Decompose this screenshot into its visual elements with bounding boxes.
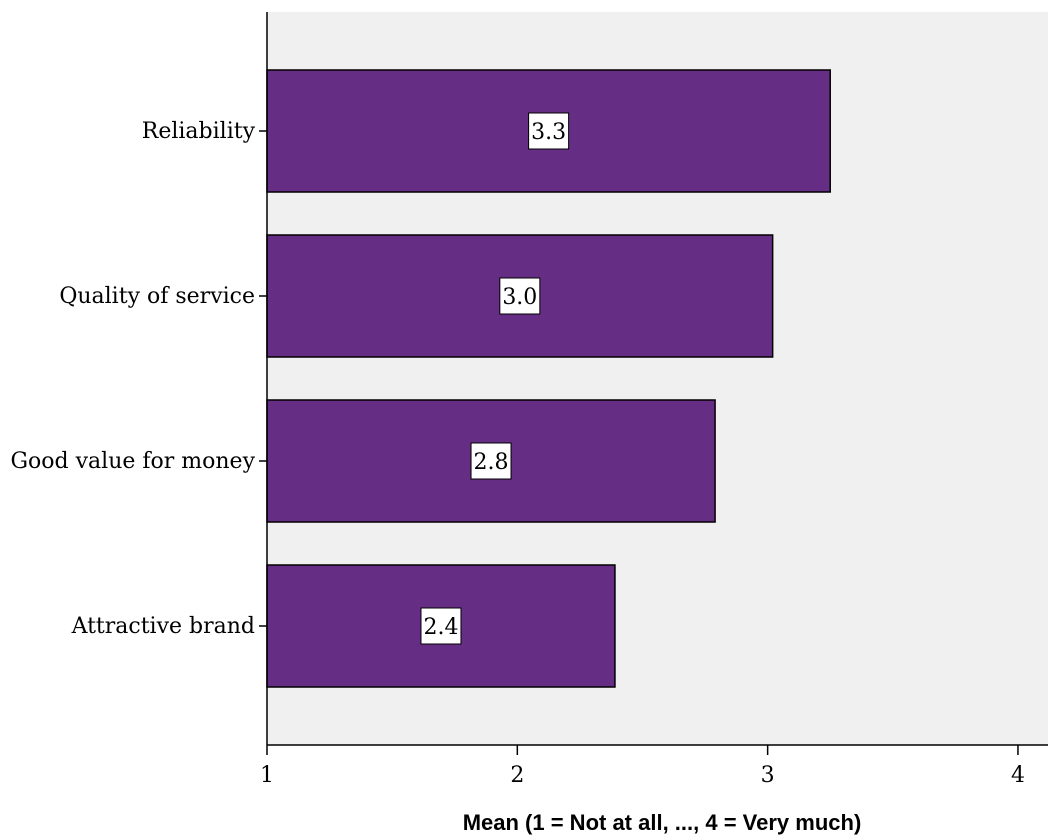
data-label-box-3 bbox=[420, 607, 462, 645]
category-label-0: Reliability bbox=[142, 119, 256, 144]
data-label-3: 2.4 bbox=[423, 615, 458, 640]
x-axis-title: Mean (1 = Not at all, ..., 4 = Very much… bbox=[463, 810, 862, 835]
data-label-box-2 bbox=[470, 442, 512, 480]
bars-group: 3.3 3.0 2.8 2.4 bbox=[266, 69, 831, 688]
data-label-1: 3.0 bbox=[502, 285, 537, 310]
data-label-box-1 bbox=[499, 277, 541, 315]
y-axis-ticks: Reliability Quality of service Good value … bbox=[10, 119, 267, 639]
x-axis-ticks: 1 2 3 4 bbox=[260, 745, 1025, 788]
x-tick-label-3: 4 bbox=[1011, 763, 1025, 788]
category-label-3: Attractive brand bbox=[71, 614, 255, 639]
data-label-box-0 bbox=[528, 112, 570, 150]
x-tick-label-1: 2 bbox=[510, 763, 524, 788]
category-label-1: Quality of service bbox=[59, 284, 255, 309]
data-label-2: 2.8 bbox=[474, 450, 509, 475]
x-tick-label-0: 1 bbox=[260, 763, 274, 788]
bar-2 bbox=[266, 399, 716, 523]
data-label-0: 3.3 bbox=[531, 120, 566, 145]
x-tick-label-2: 3 bbox=[761, 763, 775, 788]
category-label-2: Good value for money bbox=[10, 449, 255, 474]
